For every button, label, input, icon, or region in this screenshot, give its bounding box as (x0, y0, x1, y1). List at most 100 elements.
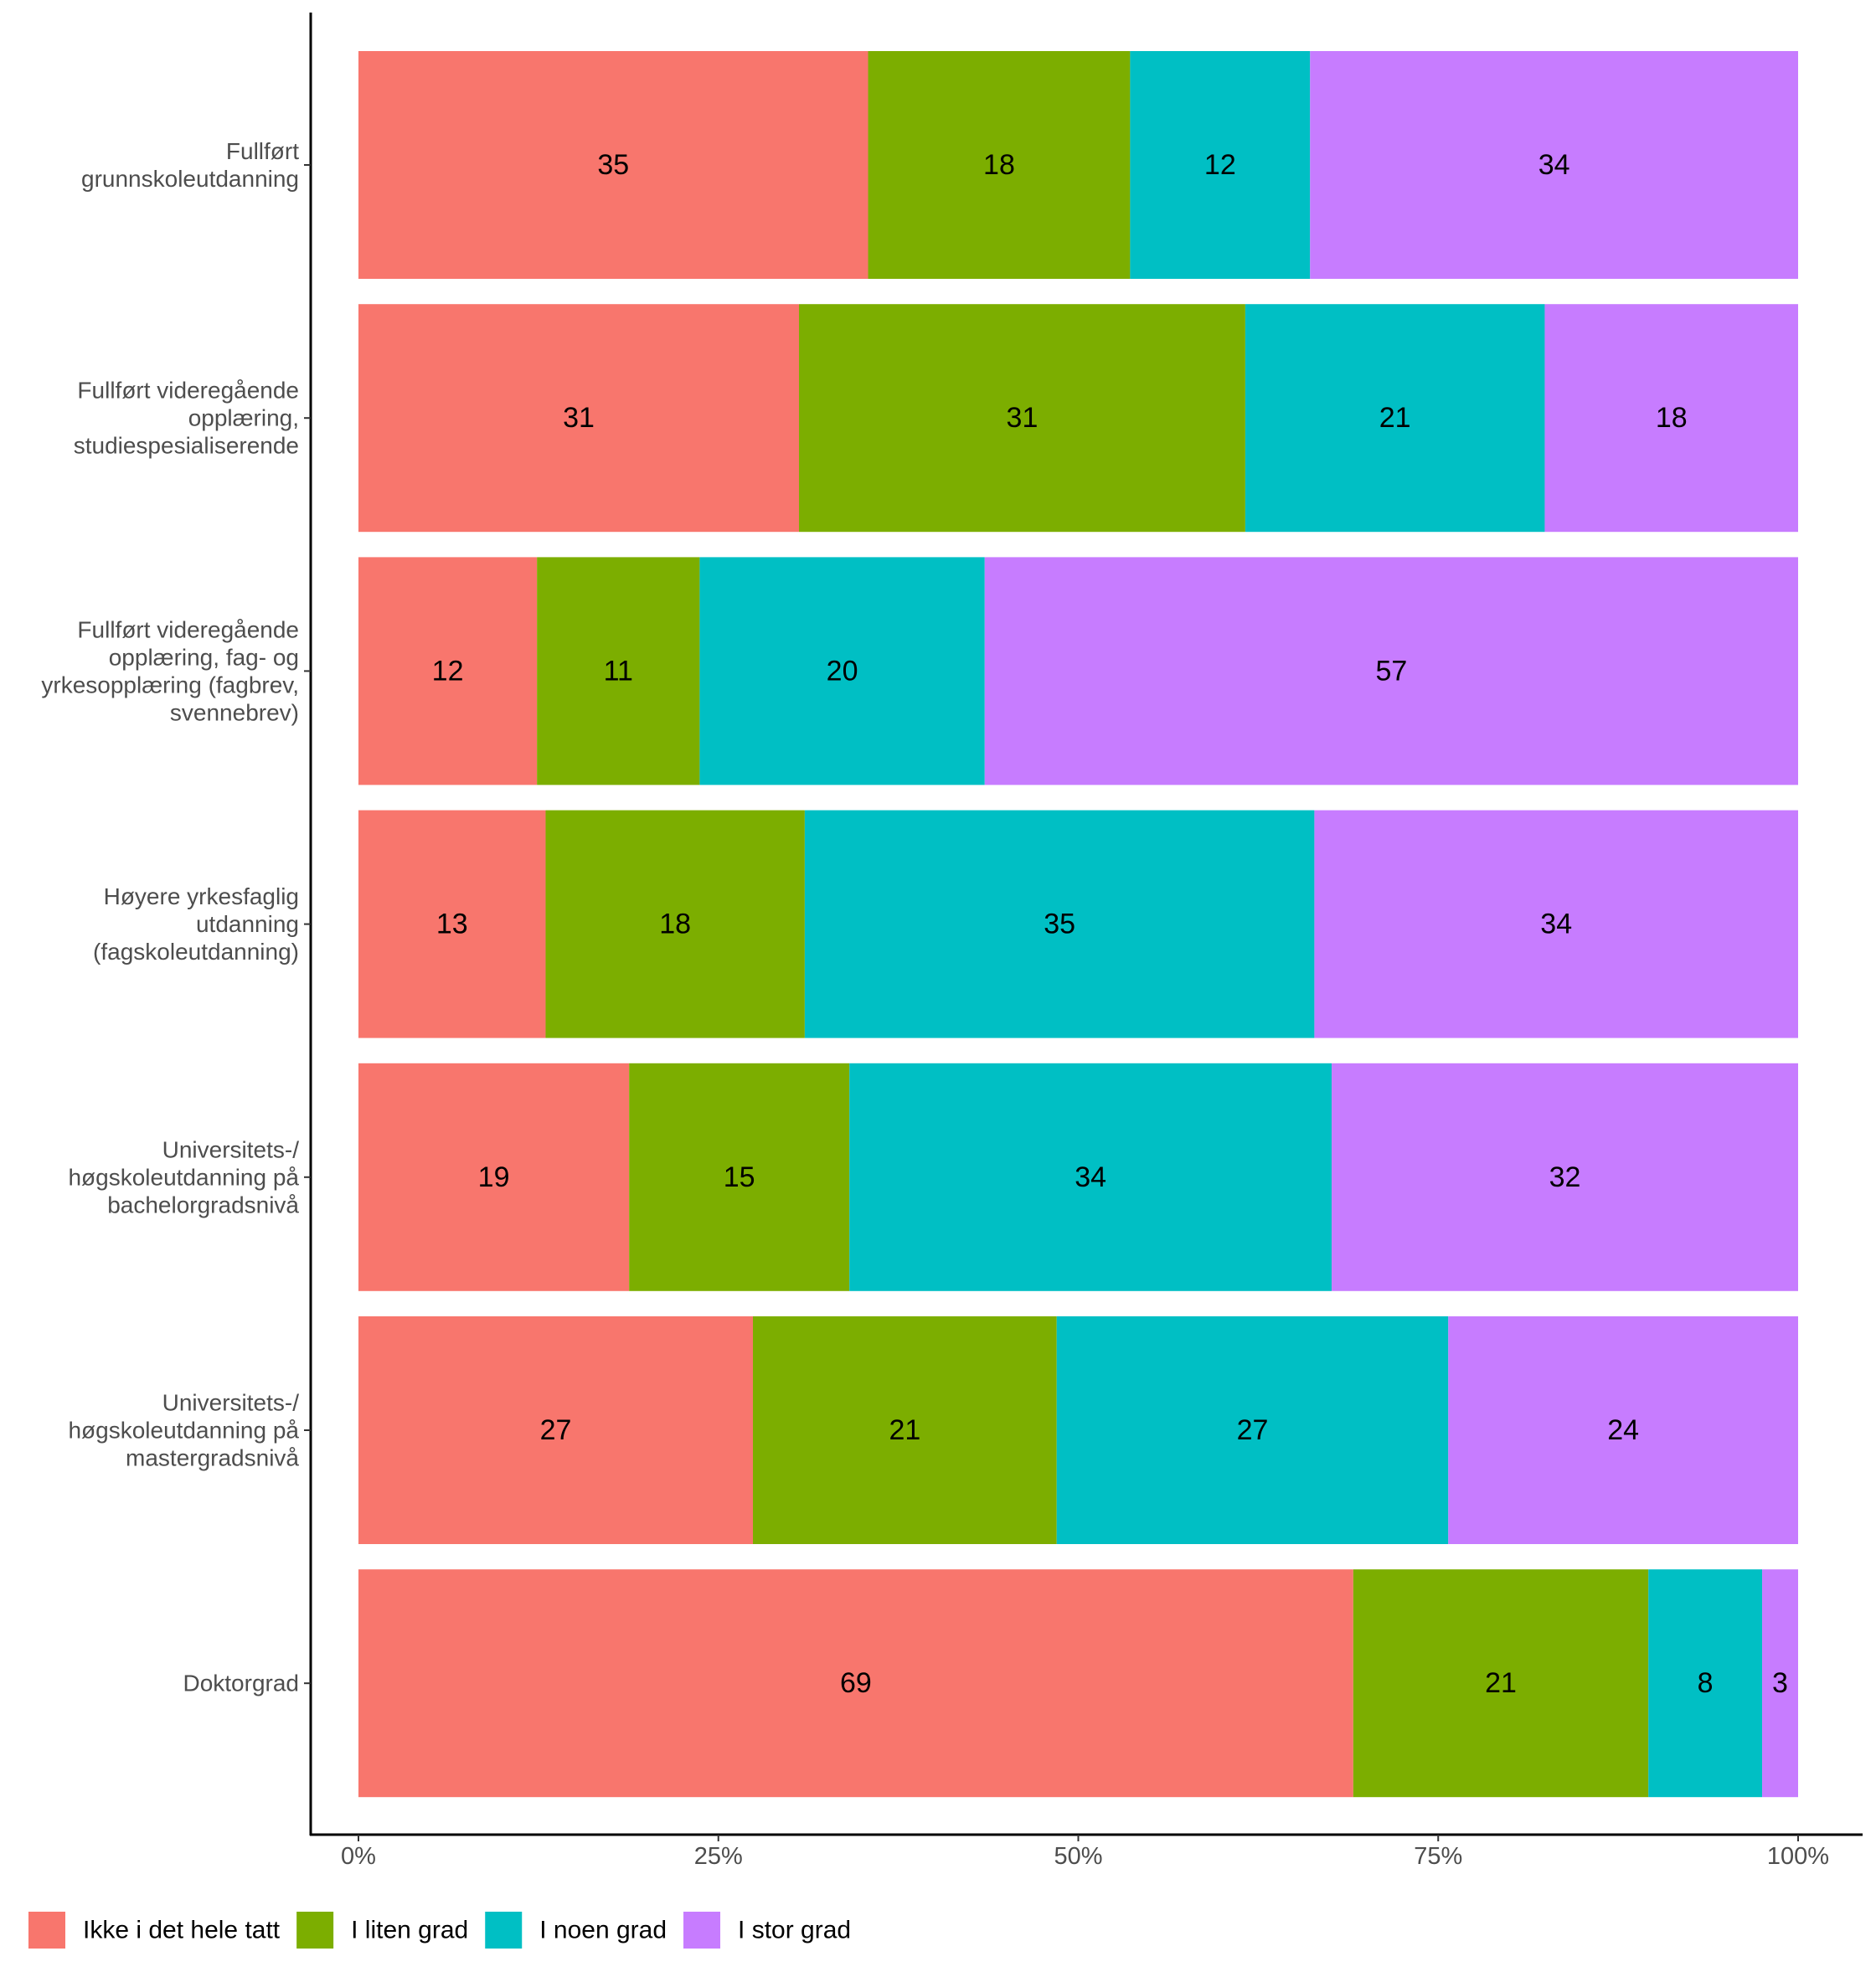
segment-value-label: 21 (1485, 1667, 1517, 1699)
segment-value-label: 57 (1375, 655, 1407, 687)
segment-value-label: 12 (1204, 149, 1236, 181)
y-axis-label-line: opplæring, (188, 405, 299, 431)
segment-value-label: 34 (1540, 909, 1572, 940)
y-axis-label-line: studiespesialiserende (74, 433, 299, 459)
legend-label: I stor grad (738, 1917, 851, 1944)
y-axis-label-line: svennebrev) (170, 699, 299, 725)
segment-value-label: 69 (840, 1667, 872, 1699)
bar-segment (358, 557, 538, 785)
y-axis-label: Universitets-/høgskoleutdanning på bachel… (68, 1136, 299, 1218)
segment-value-label: 3 (1772, 1667, 1788, 1699)
bar-segment (1353, 1569, 1649, 1798)
segment-value-label: 11 (604, 655, 633, 687)
segment-value-label: 20 (827, 655, 858, 687)
legend-swatch (296, 1912, 334, 1949)
y-axis-label-line: (fagskoleutdanning) (93, 939, 299, 965)
legend-label: I noen grad (539, 1917, 667, 1944)
segment-labels-layer: 35 18 12 34 31 31 21 18 12 11 20 57 13 18 35 34 19 15 34 3 2… (432, 149, 1788, 1699)
legend-swatch (485, 1912, 523, 1949)
y-axis-label-line: høgskoleutdanning på (68, 1418, 299, 1444)
y-axis-labels: Fullført grunnskoleutdanning Fullført vide… (41, 138, 299, 1696)
y-axis-label-line: Fullført videregående (77, 378, 299, 404)
x-axis (310, 1833, 1863, 1841)
bar-segment (799, 304, 1245, 533)
bars-layer (358, 51, 1798, 1798)
bar-segment (1448, 1316, 1798, 1544)
segment-value-label: 27 (1237, 1414, 1269, 1446)
bar-segment (1332, 1063, 1798, 1291)
legend-swatch (683, 1912, 721, 1949)
y-axis-label-line: Universitets-/ (162, 1136, 300, 1162)
y-axis-label-line: Universitets-/ (162, 1390, 300, 1416)
bar-segment (804, 810, 1315, 1038)
legend-swatch (28, 1912, 65, 1949)
y-axis-label: Høyere yrkesfaglig utdanning (fagskoleutda… (93, 883, 299, 965)
segment-value-label: 18 (1656, 402, 1688, 434)
y-axis-label-line: høgskoleutdanning på (68, 1164, 299, 1190)
bar-segment (868, 51, 1131, 279)
segment-value-label: 34 (1075, 1161, 1106, 1193)
bar-segment (358, 51, 868, 279)
bar-segment (358, 1316, 754, 1544)
segment-value-label: 35 (1044, 909, 1075, 940)
y-axis (304, 13, 312, 1835)
bar-segment (699, 557, 985, 785)
y-axis-label: Fullført grunnskoleutdanning (81, 138, 299, 192)
x-tick-label: 0% (341, 1843, 376, 1870)
segment-value-label: 15 (724, 1161, 755, 1193)
legend-item: Ikke i det hele tatt (28, 1912, 281, 1949)
bar-segment (1310, 51, 1798, 279)
y-axis-label-line: Fullført videregående (77, 616, 299, 642)
bar-segment (545, 810, 805, 1038)
segment-value-label: 8 (1698, 1667, 1714, 1699)
legend-label: Ikke i det hele tatt (83, 1917, 281, 1944)
bar-segment (849, 1063, 1332, 1291)
legend-item: I stor grad (683, 1912, 851, 1949)
segment-value-label: 12 (432, 655, 464, 687)
y-axis-label-line: Doktorgrad (183, 1671, 299, 1696)
y-axis-label: Doktorgrad (183, 1671, 299, 1696)
y-axis-label: Fullført videregående opplæring, fag- og y… (41, 616, 299, 725)
bar-segment (358, 810, 546, 1038)
segment-value-label: 27 (540, 1414, 572, 1446)
x-tick-label: 25% (694, 1843, 743, 1870)
bar-segment (1056, 1316, 1449, 1544)
segment-value-label: 18 (983, 149, 1015, 181)
x-tick-label: 100% (1767, 1843, 1829, 1870)
legend-item: I liten grad (296, 1912, 468, 1949)
bar-segment (1762, 1569, 1798, 1798)
y-axis-label-line: utdanning (196, 911, 299, 937)
bar-segment (537, 557, 700, 785)
bar-segment (1314, 810, 1798, 1038)
segment-value-label: 24 (1607, 1414, 1639, 1446)
bar-segment (358, 304, 800, 533)
bar-segment (1130, 51, 1311, 279)
segment-value-label: 21 (889, 1414, 920, 1446)
segment-value-label: 18 (659, 909, 691, 940)
bar-segment (1544, 304, 1798, 533)
segment-value-label: 19 (478, 1161, 510, 1193)
segment-value-label: 13 (436, 909, 468, 940)
segment-value-label: 35 (597, 149, 629, 181)
x-tick-label: 75% (1414, 1843, 1462, 1870)
bar-segment (984, 557, 1798, 785)
x-axis-tick-labels: 0% 25% 50% 75% 100% (341, 1843, 1829, 1870)
y-axis-label-line: grunnskoleutdanning (81, 166, 299, 192)
segment-value-label: 31 (1007, 402, 1038, 434)
legend-item: I noen grad (485, 1912, 667, 1949)
bar-segment (1245, 304, 1545, 533)
x-tick-label: 50% (1054, 1843, 1102, 1870)
segment-value-label: 34 (1538, 149, 1570, 181)
legend-label: I liten grad (351, 1917, 468, 1944)
segment-value-label: 31 (563, 402, 595, 434)
legend: Ikke i det hele tatt I liten grad I noen g… (28, 1912, 851, 1949)
bar-segment (358, 1063, 630, 1291)
bar-segment (629, 1063, 850, 1291)
y-axis-label-line: Fullført (226, 138, 299, 164)
bar-segment (753, 1316, 1057, 1544)
y-axis-label-line: Høyere yrkesfaglig (104, 883, 299, 909)
bar-segment (358, 1569, 1353, 1798)
y-axis-label-line: opplæring, fag- og (109, 644, 299, 670)
y-axis-label-line: mastergradsnivå (126, 1445, 299, 1471)
